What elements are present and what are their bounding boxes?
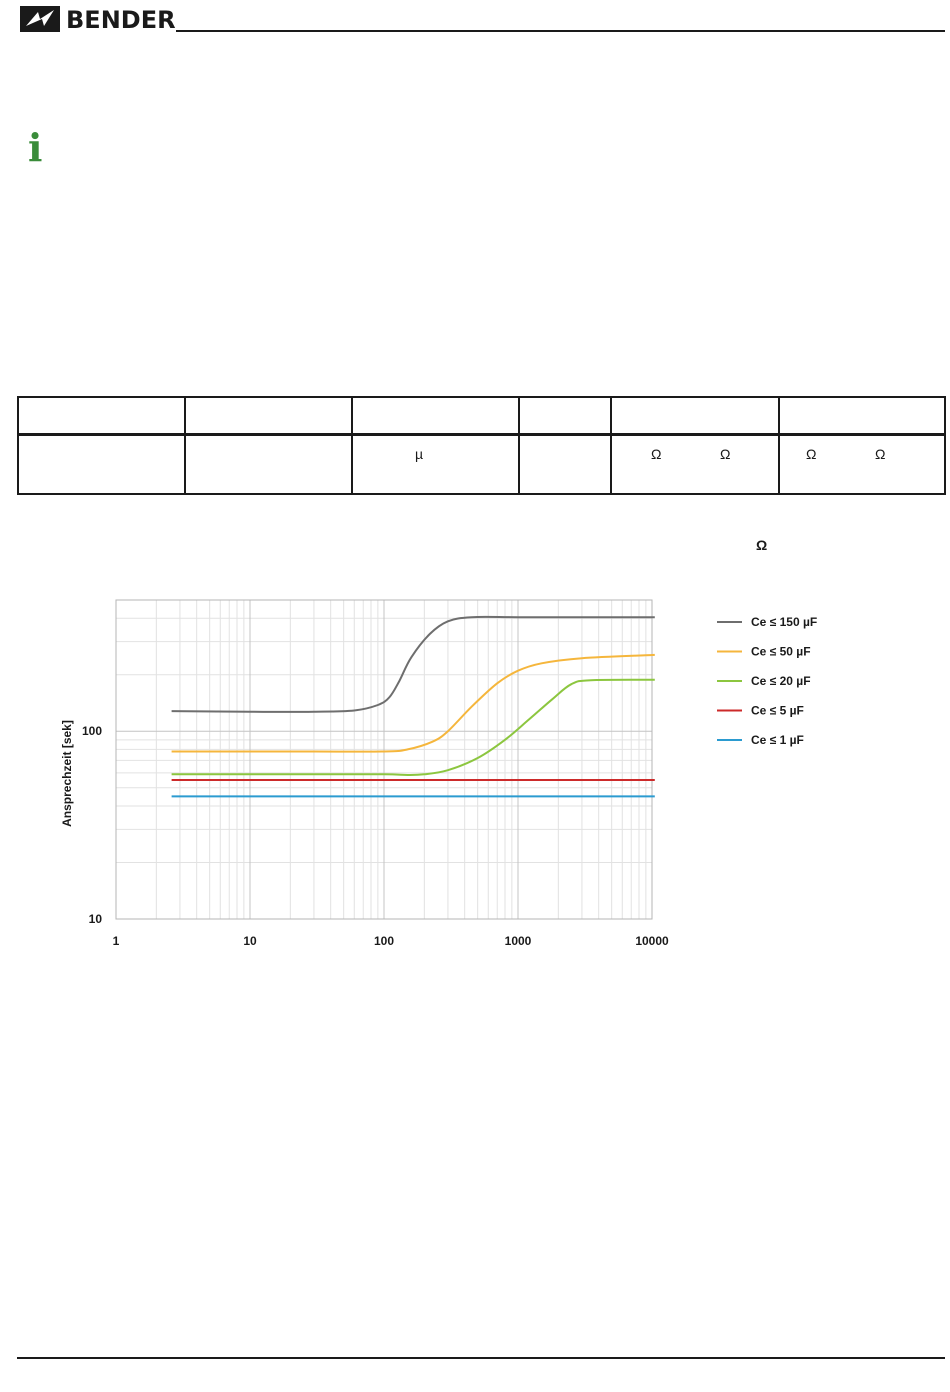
bender-lightning-logo-icon (20, 6, 60, 32)
series-line-3 (171, 678, 655, 777)
x-tick-label: 10 (243, 934, 257, 948)
brand-name: BENDER (66, 6, 176, 34)
table-header-rule (17, 433, 946, 436)
table-column-divider (778, 396, 780, 495)
legend-label: Ce ≤ 20 µF (751, 674, 811, 688)
legend-label: Ce ≤ 150 µF (751, 615, 817, 629)
x-tick-label: 100 (374, 934, 394, 948)
legend-label: Ce ≤ 50 µF (751, 645, 811, 659)
table-border (17, 396, 946, 495)
specification-table: µ Ω Ω Ω Ω (17, 396, 946, 495)
x-tick-label: 1 (113, 934, 120, 948)
table-column-divider (518, 396, 520, 495)
x-tick-label: 10000 (635, 934, 669, 948)
response-time-chart: 1 10 100 1000 10000 10 100 Ansprechzeit [sek]… (60, 599, 817, 948)
legend-label: Ce ≤ 1 µF (751, 733, 804, 747)
footer-rule (17, 1357, 945, 1359)
legend-label: Ce ≤ 5 µF (751, 704, 804, 718)
chart-series (171, 615, 655, 798)
table-column-divider (351, 396, 353, 495)
ohm-symbol: Ω (720, 446, 731, 462)
ohm-symbol-note: Ω (756, 537, 768, 553)
y-axis-label: Ansprechzeit [sek] (60, 720, 74, 827)
plot-area (115, 599, 653, 920)
y-tick-label: 10 (89, 912, 103, 926)
series-line-2 (171, 653, 655, 753)
chart-legend: Ce ≤ 150 µF Ce ≤ 50 µF Ce ≤ 20 µF Ce ≤ 5 µF… (717, 615, 817, 747)
ohm-symbol: Ω (806, 446, 817, 462)
micro-symbol: µ (415, 446, 424, 462)
table-column-divider (184, 396, 186, 495)
table-column-divider (610, 396, 612, 495)
y-tick-label: 100 (82, 724, 102, 738)
y-axis-ticks: 10 100 (82, 724, 102, 926)
bender-logo: BENDER (18, 4, 176, 34)
ohm-symbol: Ω (651, 446, 662, 462)
ohm-symbol: Ω (875, 446, 886, 462)
x-tick-label: 1000 (505, 934, 532, 948)
x-axis-ticks: 1 10 100 1000 10000 (113, 934, 669, 948)
series-line-1 (171, 615, 655, 713)
info-icon: i (28, 125, 43, 170)
header-rule (176, 30, 945, 32)
